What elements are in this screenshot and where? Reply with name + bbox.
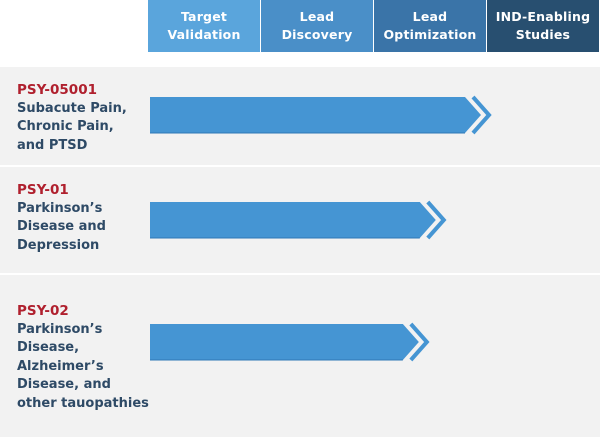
progress-bar-body xyxy=(150,324,419,360)
progress-bar-chevron xyxy=(409,322,430,362)
program-description: Parkinson’s Disease, Alzheimer’s Disease… xyxy=(17,321,149,411)
progress-bar-chevron xyxy=(471,95,492,135)
program-label: PSY-02 Parkinson’s Disease, Alzheimer’s … xyxy=(17,302,152,413)
program-description: Parkinson’s Disease and Depression xyxy=(17,200,106,253)
program-label: PSY-05001 Subacute Pain, Chronic Pain, a… xyxy=(17,81,152,155)
progress-bar-psy-01 xyxy=(150,200,447,240)
header-lead-optimization: Lead Optimization xyxy=(374,0,486,52)
progress-bar-psy-02 xyxy=(150,322,430,362)
program-code: PSY-01 xyxy=(17,182,69,198)
progress-bar-psy-05001 xyxy=(150,95,492,135)
header-lead-discovery: Lead Discovery xyxy=(261,0,373,52)
program-label: PSY-01 Parkinson’s Disease and Depressio… xyxy=(17,181,152,255)
header-target-validation: Target Validation xyxy=(148,0,260,52)
program-description: Subacute Pain, Chronic Pain, and PTSD xyxy=(17,100,127,153)
progress-bar-chevron xyxy=(426,200,447,240)
program-code: PSY-02 xyxy=(17,303,69,319)
program-code: PSY-05001 xyxy=(17,82,97,98)
header-ind-enabling-studies: IND-Enabling Studies xyxy=(487,0,599,52)
progress-bar-body xyxy=(150,97,481,133)
progress-bar-body xyxy=(150,202,436,238)
